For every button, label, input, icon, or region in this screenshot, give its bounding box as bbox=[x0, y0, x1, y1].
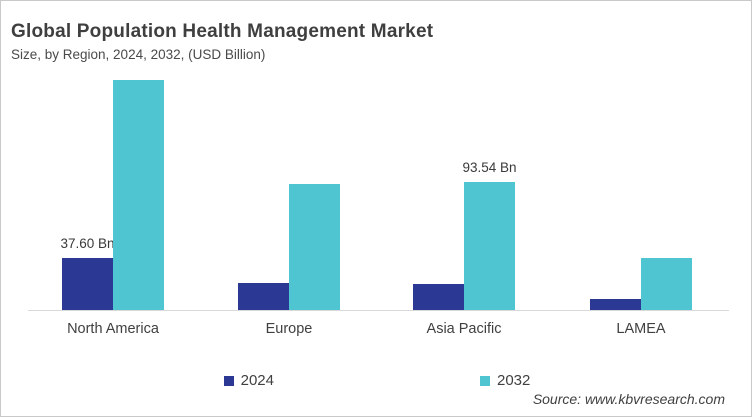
page-title: Global Population Health Management Mark… bbox=[11, 21, 434, 42]
legend: 2024 2032 bbox=[1, 372, 751, 389]
bar-2024-north-america bbox=[62, 258, 113, 310]
bar-2024-lamea bbox=[590, 299, 641, 310]
legend-item-2032: 2032 bbox=[480, 372, 530, 389]
x-axis-label-north-america: North America bbox=[67, 321, 159, 337]
bar-2032-europe bbox=[289, 184, 340, 310]
legend-swatch-2032-icon bbox=[480, 375, 490, 386]
x-axis-label-asia-pacific: Asia Pacific bbox=[426, 321, 502, 337]
bar-2032-asia-pacific bbox=[464, 182, 515, 310]
source-text: Source: www.kbvresearch.com bbox=[532, 391, 725, 407]
bar-2024-asia-pacific bbox=[413, 284, 464, 310]
data-label-2024-north-america: 37.60 Bn bbox=[60, 236, 115, 251]
page-subtitle: Size, by Region, 2024, 2032, (USD Billio… bbox=[11, 47, 266, 62]
x-axis-labels: North America Europe Asia Pacific LAMEA bbox=[1, 321, 751, 341]
data-label-2032-asia-pacific: 93.54 Bn bbox=[462, 160, 517, 175]
legend-label-2032: 2032 bbox=[497, 372, 531, 389]
plot-area: 37.60 Bn 93.54 Bn bbox=[28, 71, 729, 311]
bar-2024-europe bbox=[238, 283, 289, 310]
chart-header: Global Population Health Management Mark… bbox=[11, 21, 433, 62]
legend-item-2024: 2024 bbox=[223, 372, 274, 389]
x-axis-label-lamea: LAMEA bbox=[616, 321, 666, 337]
legend-swatch-2024-icon bbox=[223, 375, 234, 386]
bar-2032-north-america bbox=[113, 80, 164, 310]
x-axis-label-europe: Europe bbox=[265, 321, 313, 337]
bar-2032-lamea bbox=[641, 258, 692, 310]
legend-label-2024: 2024 bbox=[240, 372, 274, 389]
